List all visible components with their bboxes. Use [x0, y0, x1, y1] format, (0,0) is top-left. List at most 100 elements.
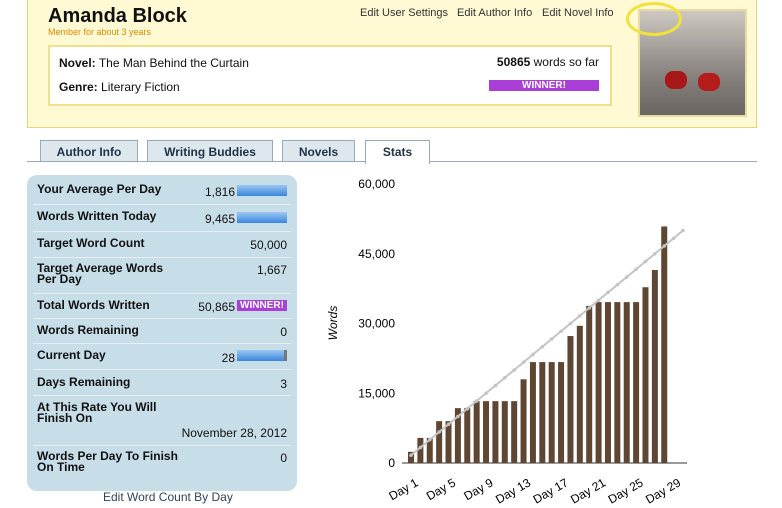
separator — [33, 257, 291, 258]
author-name: Amanda Block — [48, 5, 187, 27]
x-tick-label: Day 21 — [568, 475, 608, 506]
target-point — [624, 275, 629, 279]
y-tick-label: 30,000 — [358, 317, 395, 331]
target-point — [549, 337, 554, 341]
novel-box — [48, 45, 612, 106]
bar — [483, 401, 490, 463]
bar — [436, 421, 443, 463]
target-point — [559, 329, 563, 334]
link[interactable]: Edit Word Count By Day — [103, 490, 233, 504]
progress-bar — [237, 185, 287, 196]
genre: Literary Fiction — [101, 80, 180, 94]
y-tick-label: 45,000 — [358, 247, 395, 261]
word-count: 50865 words so far — [497, 55, 599, 69]
x-tick-label: Day 1 — [386, 475, 420, 503]
stat-value: November 28, 2012 — [181, 426, 287, 440]
tab-active[interactable]: Stats — [365, 140, 430, 164]
bar — [417, 437, 424, 463]
stat-label: Current Day — [37, 348, 106, 362]
shoe — [698, 73, 720, 91]
target-point — [474, 399, 479, 403]
target-point — [456, 414, 460, 419]
stat-label: Words Per Day To Finish On Time — [37, 449, 178, 474]
count: 50865 — [496, 55, 531, 69]
target-point — [521, 360, 526, 365]
x-tick-label: Day 29 — [643, 475, 683, 506]
stat-label: Target Word Count — [37, 236, 145, 250]
target-point — [615, 282, 620, 287]
bar — [633, 302, 640, 463]
target-point — [653, 251, 657, 256]
target-point — [671, 236, 676, 241]
winner-badge: WINNER! — [489, 80, 599, 91]
bar — [426, 437, 433, 463]
member-since: Member for about 3 years — [48, 27, 152, 37]
stat-value: 9,465 — [204, 212, 235, 226]
bar — [492, 401, 499, 463]
tab[interactable]: Novels — [282, 140, 355, 162]
target-point — [493, 383, 498, 388]
target-point — [568, 321, 573, 326]
separator — [33, 343, 291, 344]
shoe — [665, 71, 687, 89]
x-tick-label: Day 17 — [531, 475, 571, 506]
x-tick-label: Day 13 — [493, 475, 533, 506]
bar — [567, 336, 574, 463]
target-point — [578, 313, 582, 318]
target-point — [531, 352, 535, 357]
suffix: words so far — [533, 55, 599, 69]
novel-title: The Man Behind the Curtain — [98, 56, 249, 70]
stat-value: 28 — [221, 351, 235, 365]
link[interactable]: Edit Novel Info — [542, 7, 614, 19]
stat-label: Total Words Written — [37, 298, 150, 312]
y-tick-label: 0 — [388, 456, 395, 470]
target-point — [465, 406, 470, 411]
x-tick-label: Day 9 — [461, 475, 495, 503]
link[interactable]: Edit User Settings — [360, 7, 449, 19]
y-tick-label: 15,000 — [358, 386, 395, 400]
bar — [614, 302, 621, 463]
bar — [529, 362, 536, 463]
stat-label: Words Remaining — [37, 323, 139, 337]
bar — [576, 325, 583, 463]
target-point — [512, 368, 516, 372]
bar — [473, 401, 480, 463]
stat-value: 1,816 — [204, 185, 235, 199]
x-tick-label: Day 25 — [606, 475, 646, 506]
stat-label: Days Remaining — [37, 375, 131, 389]
target-point — [409, 453, 413, 458]
novel-line: Novel: The Man Behind the Curtain — [59, 56, 249, 70]
stats-panel — [27, 175, 297, 491]
link[interactable]: Edit Author Info — [457, 7, 533, 19]
stat-value: 3 — [280, 377, 287, 391]
label: Novel: — [59, 56, 96, 70]
tab[interactable]: Author Info — [40, 140, 138, 162]
target-point — [418, 445, 423, 450]
bar — [501, 401, 508, 463]
tab[interactable]: Writing Buddies — [147, 140, 273, 162]
y-tick-label: 60,000 — [358, 177, 395, 191]
halo — [626, 2, 682, 36]
separator — [33, 318, 291, 319]
target-point — [484, 391, 488, 396]
x-tick-label: Day 5 — [424, 475, 458, 503]
target-point — [606, 290, 610, 295]
bar — [595, 302, 602, 463]
target-point — [662, 244, 667, 248]
target-line — [410, 229, 684, 457]
stat-value: 50,865 — [198, 300, 235, 314]
bar — [445, 421, 452, 463]
target-point — [427, 437, 432, 442]
target-point — [596, 298, 601, 303]
separator — [33, 445, 291, 446]
stat-label: At This Rate You Will Finish On — [37, 400, 157, 425]
progress-bar — [237, 212, 287, 223]
stat-label: Your Average Per Day — [37, 182, 162, 196]
bar — [623, 302, 630, 463]
stat-label: Target Average Words Per Day — [37, 261, 164, 286]
target-point — [437, 430, 441, 434]
stat-value: 1,667 — [256, 263, 287, 277]
progress-bar — [237, 350, 284, 361]
